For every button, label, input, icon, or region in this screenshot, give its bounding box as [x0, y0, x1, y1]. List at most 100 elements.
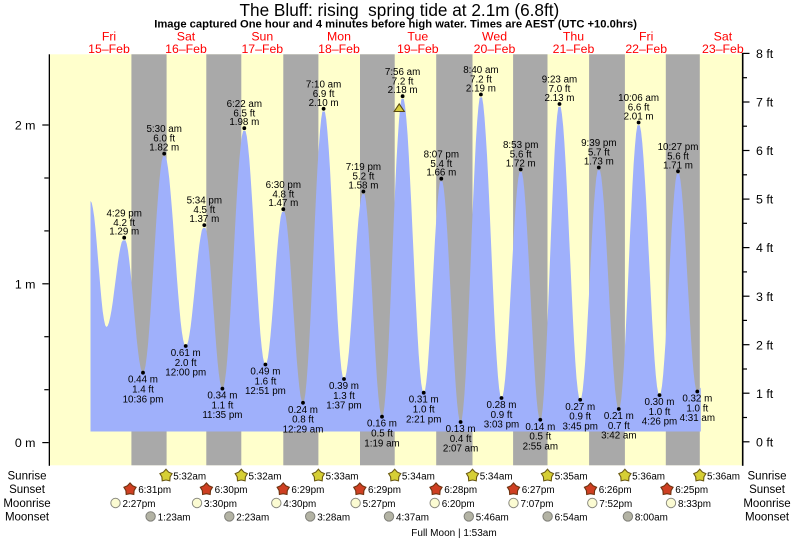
svg-text:0.61 m: 0.61 m [171, 348, 201, 359]
svg-text:4:31 am: 4:31 am [680, 413, 715, 424]
svg-text:Image captured One hour and 4: Image captured One hour and 4 minutes be… [154, 19, 637, 31]
svg-text:3:30pm: 3:30pm [204, 499, 237, 510]
svg-text:1 m: 1 m [15, 277, 36, 291]
svg-text:3:28am: 3:28am [317, 512, 350, 523]
svg-text:5:32am: 5:32am [173, 472, 206, 483]
svg-text:7.2 ft: 7.2 ft [392, 76, 414, 87]
svg-text:4 ft: 4 ft [756, 241, 774, 255]
svg-text:Fri: Fri [639, 29, 653, 43]
svg-text:2.10 m: 2.10 m [309, 98, 339, 109]
svg-text:6:29pm: 6:29pm [368, 485, 401, 496]
svg-text:5:27pm: 5:27pm [363, 499, 396, 510]
svg-text:7:19 pm: 7:19 pm [346, 162, 381, 173]
svg-text:8:40 am: 8:40 am [463, 65, 498, 76]
svg-text:5 ft: 5 ft [756, 193, 774, 207]
svg-text:7:52pm: 7:52pm [599, 499, 632, 510]
svg-text:1.6 ft: 1.6 ft [255, 376, 277, 387]
svg-text:6:28pm: 6:28pm [444, 485, 477, 496]
svg-text:15–Feb: 15–Feb [88, 42, 130, 56]
svg-text:2:27pm: 2:27pm [123, 499, 156, 510]
svg-text:5.7 ft: 5.7 ft [588, 148, 610, 159]
svg-text:8:00am: 8:00am [635, 512, 668, 523]
svg-text:0.9 ft: 0.9 ft [491, 410, 513, 421]
svg-text:7:10 am: 7:10 am [306, 79, 341, 90]
svg-text:0 m: 0 m [15, 436, 36, 450]
svg-text:4:26 pm: 4:26 pm [642, 417, 677, 428]
svg-text:Moonset: Moonset [5, 511, 50, 523]
svg-text:5:36am: 5:36am [707, 472, 740, 483]
svg-text:3:42 am: 3:42 am [601, 431, 636, 442]
svg-text:1.0 ft: 1.0 ft [413, 405, 435, 416]
svg-text:6:26pm: 6:26pm [599, 485, 632, 496]
svg-text:Moonrise: Moonrise [743, 498, 790, 510]
svg-text:7.0 ft: 7.0 ft [549, 84, 571, 95]
svg-text:5.6 ft: 5.6 ft [667, 151, 689, 162]
svg-text:8 ft: 8 ft [756, 47, 774, 61]
svg-text:0.7 ft: 0.7 ft [608, 421, 630, 432]
svg-text:5.4 ft: 5.4 ft [430, 159, 452, 170]
svg-text:2:55 am: 2:55 am [523, 441, 558, 452]
svg-text:5:34am: 5:34am [480, 472, 513, 483]
svg-text:6.6 ft: 6.6 ft [628, 103, 650, 114]
svg-text:1.0 ft: 1.0 ft [686, 403, 708, 414]
svg-text:5:34am: 5:34am [402, 472, 435, 483]
svg-text:6:27pm: 6:27pm [522, 485, 555, 496]
svg-text:4.5 ft: 4.5 ft [193, 205, 215, 216]
svg-text:11:35 pm: 11:35 pm [202, 410, 242, 421]
svg-text:Sat: Sat [177, 29, 196, 43]
svg-text:22–Feb: 22–Feb [625, 42, 667, 56]
svg-text:8:33pm: 8:33pm [678, 499, 711, 510]
svg-text:0.5 ft: 0.5 ft [371, 429, 393, 440]
svg-text:Thu: Thu [563, 29, 584, 43]
svg-text:2.13 m: 2.13 m [545, 93, 575, 104]
svg-text:Sun: Sun [251, 29, 273, 43]
svg-text:Sunset: Sunset [9, 484, 46, 496]
svg-text:1.66 m: 1.66 m [426, 168, 456, 179]
svg-text:9:39 pm: 9:39 pm [581, 138, 616, 149]
svg-text:2.01 m: 2.01 m [624, 112, 654, 123]
svg-text:18–Feb: 18–Feb [318, 42, 360, 56]
svg-text:0.49 m: 0.49 m [250, 367, 280, 378]
svg-text:8:53 pm: 8:53 pm [503, 140, 538, 151]
svg-text:Tue: Tue [407, 29, 428, 43]
svg-text:2.18 m: 2.18 m [388, 85, 418, 96]
svg-text:2.0 ft: 2.0 ft [175, 358, 197, 369]
svg-text:7 ft: 7 ft [756, 96, 774, 110]
svg-text:6:30pm: 6:30pm [215, 485, 248, 496]
svg-text:4.2 ft: 4.2 ft [113, 218, 135, 229]
svg-text:6:30 pm: 6:30 pm [266, 180, 301, 191]
svg-text:2.19 m: 2.19 m [466, 84, 496, 95]
svg-text:21–Feb: 21–Feb [553, 42, 595, 56]
svg-text:Full Moon | 1:53am: Full Moon | 1:53am [411, 528, 496, 539]
svg-text:0.4 ft: 0.4 ft [450, 434, 472, 445]
svg-text:6:31pm: 6:31pm [138, 485, 171, 496]
svg-text:5.2 ft: 5.2 ft [353, 172, 375, 183]
svg-text:0.14 m: 0.14 m [525, 422, 555, 433]
svg-text:1:19 am: 1:19 am [364, 438, 399, 449]
svg-text:5:32am: 5:32am [249, 472, 282, 483]
svg-text:1.47 m: 1.47 m [268, 198, 298, 209]
svg-text:6.9 ft: 6.9 ft [313, 89, 335, 100]
svg-text:0.28 m: 0.28 m [487, 400, 517, 411]
svg-text:4:37am: 4:37am [396, 512, 429, 523]
svg-text:7:56 am: 7:56 am [385, 67, 420, 78]
svg-text:Fri: Fri [102, 29, 116, 43]
svg-text:4.8 ft: 4.8 ft [272, 189, 294, 200]
svg-text:10:36 pm: 10:36 pm [123, 394, 164, 405]
svg-text:17–Feb: 17–Feb [241, 42, 283, 56]
svg-text:0.30 m: 0.30 m [645, 397, 675, 408]
svg-text:1.29 m: 1.29 m [109, 227, 139, 238]
svg-text:4:29 pm: 4:29 pm [106, 208, 141, 219]
svg-text:1.4 ft: 1.4 ft [132, 385, 154, 396]
svg-text:20–Feb: 20–Feb [474, 42, 516, 56]
svg-text:10:27 pm: 10:27 pm [658, 142, 699, 153]
svg-text:8:07 pm: 8:07 pm [424, 149, 459, 160]
svg-text:19–Feb: 19–Feb [397, 42, 439, 56]
svg-text:1 ft: 1 ft [756, 387, 774, 401]
svg-text:0.34 m: 0.34 m [207, 391, 237, 402]
svg-text:10:06 am: 10:06 am [618, 93, 659, 104]
svg-text:1.1 ft: 1.1 ft [212, 400, 234, 411]
svg-text:3:45 pm: 3:45 pm [562, 421, 597, 432]
svg-text:0.32 m: 0.32 m [682, 394, 712, 405]
svg-text:16–Feb: 16–Feb [165, 42, 207, 56]
